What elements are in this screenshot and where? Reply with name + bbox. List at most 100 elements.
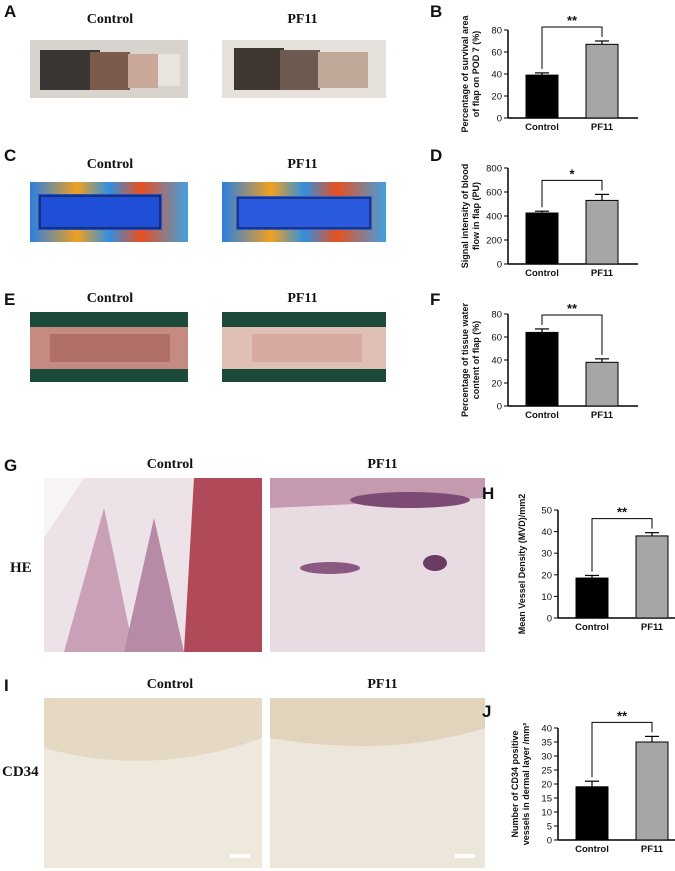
y-tick-label: 60 <box>491 48 502 59</box>
y-tick-label: 400 <box>486 212 502 223</box>
y-tick-label: 10 <box>541 592 552 603</box>
row-label-cd34: CD34 <box>2 764 39 780</box>
x-tick-label: PF11 <box>591 122 614 133</box>
tissue-photo-pf11 <box>222 312 386 382</box>
y-axis-label: Signal intensity of bloodflow in flap (P… <box>460 164 481 269</box>
x-tick-label: PF11 <box>641 844 664 855</box>
y-tick-label: 15 <box>541 794 552 805</box>
y-tick-label: 20 <box>491 92 502 103</box>
caption-control-i: Control <box>146 677 194 692</box>
significance-marker: ** <box>617 708 628 723</box>
x-tick-label: Control <box>575 622 609 633</box>
significance-bracket <box>541 26 603 69</box>
x-tick-label: Control <box>575 844 609 855</box>
y-tick-label: 80 <box>491 26 502 37</box>
bar-control <box>525 212 559 265</box>
bar-control <box>525 331 559 407</box>
y-tick-label: 25 <box>541 766 552 777</box>
caption-pf11-g: PF11 <box>367 457 398 472</box>
significance-bracket <box>591 721 653 778</box>
panel-label-d: D <box>430 146 443 165</box>
y-tick-label: 800 <box>486 164 502 175</box>
flap-photo-control <box>30 40 188 98</box>
row-label-he: HE <box>10 560 32 576</box>
panel-label-f: F <box>430 290 441 309</box>
y-tick-label: 20 <box>541 570 552 581</box>
he-stain-pf11 <box>270 478 485 652</box>
y-tick-label: 10 <box>541 808 552 819</box>
y-axis-label: Percentage of survival areaof flap on PO… <box>460 14 481 132</box>
y-tick-label: 0 <box>497 114 502 125</box>
bar-pf11 <box>585 199 619 265</box>
y-tick-label: 50 <box>541 506 552 517</box>
y-tick-label: 20 <box>491 379 502 390</box>
x-tick-label: Control <box>525 268 559 279</box>
x-tick-label: Control <box>525 410 559 421</box>
y-tick-label: 30 <box>541 549 552 560</box>
bar-control <box>575 577 609 619</box>
laser-doppler-control <box>30 182 188 242</box>
caption-pf11-c: PF11 <box>287 157 318 172</box>
x-tick-label: Control <box>525 122 559 133</box>
y-tick-label: 200 <box>486 236 502 247</box>
chart-d: 0 200 400 600 800 Signal intensity of bloodfl… <box>460 164 638 279</box>
y-tick-label: 40 <box>491 70 502 81</box>
caption-pf11-a: PF11 <box>287 12 318 27</box>
y-tick-label: 0 <box>497 260 502 271</box>
chart-f: 0 20 40 60 80 Percentage of tissue waterconte… <box>460 301 638 421</box>
laser-doppler-pf11 <box>222 182 386 242</box>
y-axis-label: Percentage of tissue watercontent of fla… <box>460 302 481 417</box>
panel-label-j: J <box>482 702 492 721</box>
flap-photo-pf11 <box>222 40 386 98</box>
bar-pf11 <box>635 535 669 619</box>
chart-j: 0 5 10 15 20 25 30 35 40 Number of CD34 positivev… <box>510 708 675 855</box>
significance-bracket <box>541 179 603 208</box>
chart-b: 0 20 40 60 80 Percentage of survival areaof f… <box>460 13 638 133</box>
chart-h: 0 10 20 30 40 50 Mean Vessel Density (MVD)/mm2… <box>517 494 675 635</box>
significance-marker: * <box>569 166 575 181</box>
y-tick-label: 80 <box>491 310 502 321</box>
y-tick-label: 20 <box>541 780 552 791</box>
significance-bracket <box>591 518 653 572</box>
significance-marker: ** <box>617 505 628 520</box>
caption-control-g: Control <box>146 457 194 472</box>
panel-label-a: A <box>4 2 17 21</box>
panel-label-c: C <box>4 146 17 165</box>
x-tick-label: PF11 <box>591 268 614 279</box>
cd34-stain-control <box>44 698 262 868</box>
y-tick-label: 40 <box>541 724 552 735</box>
y-axis-label: Number of CD34 positivevessels in dermal… <box>510 723 531 846</box>
caption-control-c: Control <box>86 157 134 172</box>
bar-pf11 <box>635 741 669 841</box>
significance-marker: ** <box>567 13 578 28</box>
y-tick-label: 600 <box>486 188 502 199</box>
y-tick-label: 60 <box>491 333 502 344</box>
x-tick-label: PF11 <box>641 622 664 633</box>
bar-control <box>575 786 609 841</box>
caption-pf11-e: PF11 <box>287 291 318 306</box>
y-tick-label: 5 <box>547 822 552 833</box>
y-tick-label: 40 <box>491 356 502 367</box>
y-tick-label: 0 <box>497 402 502 413</box>
y-tick-label: 30 <box>541 752 552 763</box>
caption-pf11-i: PF11 <box>367 677 398 692</box>
bar-pf11 <box>585 43 619 119</box>
y-tick-label: 40 <box>541 527 552 538</box>
panel-label-b: B <box>430 2 443 21</box>
panel-label-h: H <box>482 484 495 503</box>
panel-label-g: G <box>4 456 18 475</box>
y-tick-label: 0 <box>547 836 552 847</box>
y-axis-label: Mean Vessel Density (MVD)/mm2 <box>517 494 527 635</box>
cd34-stain-pf11 <box>270 698 485 868</box>
tissue-photo-control <box>30 312 188 382</box>
y-tick-label: 35 <box>541 738 552 749</box>
panel-label-e: E <box>4 290 16 309</box>
caption-control-e: Control <box>86 291 134 306</box>
significance-marker: ** <box>567 301 578 316</box>
y-tick-label: 0 <box>547 614 552 625</box>
significance-bracket <box>541 314 603 355</box>
caption-control-a: Control <box>86 12 134 27</box>
x-tick-label: PF11 <box>591 410 614 421</box>
he-stain-control <box>44 478 262 652</box>
bar-pf11 <box>585 361 619 407</box>
